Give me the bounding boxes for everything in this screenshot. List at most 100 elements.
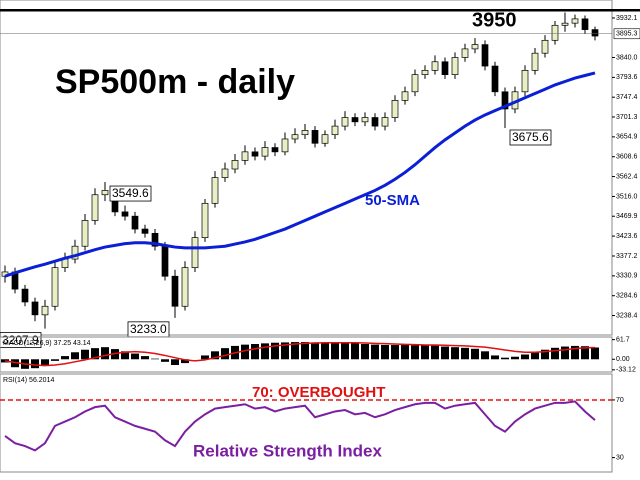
- y-tick-label: 3747.4: [616, 94, 638, 101]
- candle-body: [501, 91, 509, 110]
- candle-body: [331, 125, 339, 136]
- macd-bar: [251, 344, 259, 360]
- candle-body: [401, 91, 409, 101]
- macd-bar: [121, 351, 129, 360]
- rsi-line: [4, 400, 596, 452]
- macd-bar: [51, 359, 59, 361]
- y-tick-label: 30: [616, 454, 624, 461]
- candle-body: [551, 24, 559, 41]
- candle-body: [341, 117, 349, 127]
- candle-body: [381, 117, 389, 127]
- macd-bar: [171, 359, 179, 365]
- macd-bar: [571, 345, 579, 360]
- candle-body: [171, 275, 179, 307]
- macd-bar: [361, 344, 369, 360]
- sma-line: [4, 71, 596, 278]
- y-tick-label: 3932.1: [616, 15, 638, 22]
- candle-body: [261, 147, 269, 157]
- candle-body: [351, 117, 359, 123]
- candle-body: [311, 130, 319, 144]
- candle-body: [361, 117, 369, 123]
- candle-body: [391, 100, 399, 118]
- y-tick-label: 3330.9: [616, 273, 638, 280]
- candle-body: [291, 134, 299, 140]
- macd-bar: [291, 342, 299, 360]
- candle-body: [371, 117, 379, 127]
- panel-frame: [0, 373, 613, 473]
- candle-body: [271, 147, 279, 153]
- level-label: 3950: [472, 10, 517, 32]
- macd-bar: [101, 347, 109, 360]
- candle-body: [211, 177, 219, 204]
- panel-frame: [0, 0, 613, 336]
- candle-body: [591, 29, 599, 37]
- macd-bar: [321, 342, 329, 360]
- y-tick-label: 70: [616, 397, 624, 404]
- candle-body: [31, 301, 39, 316]
- macd-bar: [41, 359, 49, 366]
- candle-body: [451, 57, 459, 75]
- macd-bar: [11, 359, 19, 368]
- macd-bar: [491, 355, 499, 360]
- macd-bar: [221, 348, 229, 360]
- y-tick-label: 3654.9: [616, 134, 638, 141]
- candle-body: [91, 194, 99, 221]
- candle-body: [251, 151, 259, 157]
- macd-bar: [91, 348, 99, 360]
- macd-bar: [211, 351, 219, 360]
- candle-body: [241, 151, 249, 161]
- candle-body: [161, 245, 169, 277]
- macd-bar: [511, 356, 519, 360]
- macd-bar: [71, 352, 79, 360]
- macd-bar: [441, 346, 449, 360]
- y-tick-label: 3562.4: [616, 173, 638, 180]
- chart-title: SP500m - daily: [55, 63, 295, 101]
- candle-body: [71, 245, 79, 260]
- macd-bar: [131, 353, 139, 360]
- y-tick-label: 3423.6: [616, 233, 638, 240]
- candle-body: [281, 138, 289, 153]
- current-price-box: [613, 28, 640, 40]
- current-price-label: 3895.3: [616, 31, 638, 38]
- annotation-box: [509, 129, 552, 146]
- overbought-label: 70: OVERBOUGHT: [252, 384, 385, 401]
- candle-body: [141, 228, 149, 234]
- macd-bar: [281, 342, 289, 360]
- macd-bar: [391, 344, 399, 360]
- candle-body: [431, 61, 439, 71]
- macd-bar: [561, 346, 569, 360]
- sma-label: 50-SMA: [365, 192, 420, 209]
- candle-body: [531, 52, 539, 71]
- macd-bar: [241, 344, 249, 360]
- candle-body: [191, 237, 199, 269]
- candle-body: [121, 211, 129, 217]
- signal-line: [4, 341, 596, 367]
- macd-bar: [521, 354, 529, 360]
- candle-body: [231, 160, 239, 170]
- macd-bar: [261, 343, 269, 360]
- candle-body: [181, 267, 189, 307]
- macd-bar: [341, 342, 349, 360]
- annotation-label: 3207.9: [2, 333, 39, 347]
- macd-bar: [311, 342, 319, 360]
- y-tick-label: 61.7: [616, 336, 630, 343]
- candle-body: [541, 39, 549, 54]
- macd-bar: [421, 345, 429, 360]
- candle-body: [581, 18, 589, 30]
- candle-body: [131, 215, 139, 230]
- candle-body: [521, 69, 529, 93]
- candle-body: [151, 232, 159, 247]
- macd-bar: [541, 349, 549, 360]
- panel-title: MACD(12,26,9) 37.25 43.14: [3, 340, 91, 347]
- y-tick-label: 3469.9: [616, 213, 638, 220]
- macd-bar: [401, 344, 409, 360]
- candle-body: [101, 190, 109, 196]
- macd-bar: [81, 349, 89, 360]
- macd-bar: [471, 348, 479, 360]
- y-tick-label: 3840.0: [616, 54, 638, 61]
- macd-bar: [151, 358, 159, 360]
- candle-body: [221, 168, 229, 178]
- y-tick-label: 3516.0: [616, 193, 638, 200]
- y-tick-label: 3793.6: [616, 74, 638, 81]
